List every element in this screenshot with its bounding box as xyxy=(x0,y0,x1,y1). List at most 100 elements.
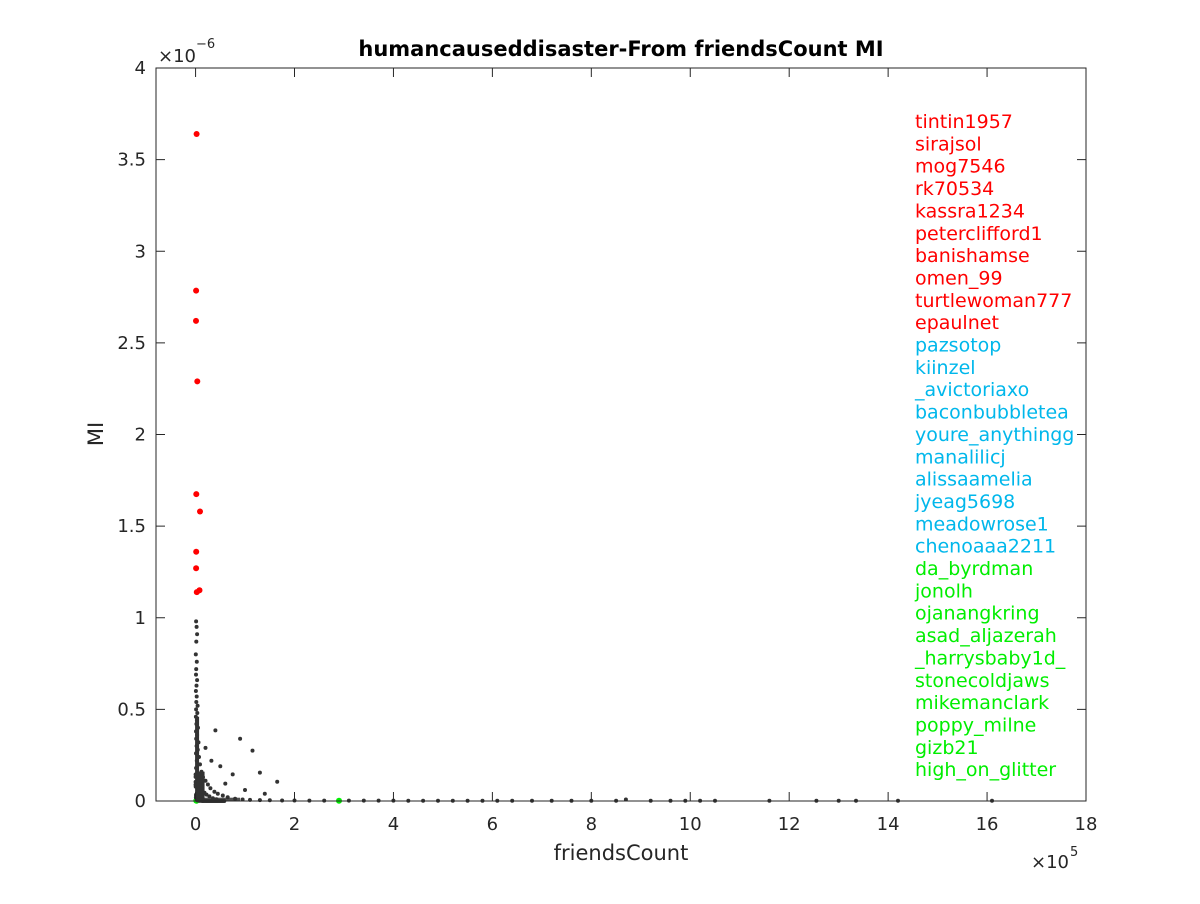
user-name-label: da_byrdman xyxy=(915,558,1033,580)
data-point-other xyxy=(195,625,199,629)
data-point-top xyxy=(194,378,200,384)
data-point-other xyxy=(268,798,272,802)
x-axis-label: friendsCount xyxy=(554,841,689,865)
data-point-other xyxy=(216,792,220,796)
y-tick-label: 0.5 xyxy=(117,699,146,720)
y-exponent-power: −6 xyxy=(196,37,215,52)
user-name-label: tintin1957 xyxy=(915,111,1013,133)
user-name-label: sirajsol xyxy=(915,133,982,155)
user-name-label: baconbubbletea xyxy=(915,402,1069,424)
user-name-label: gizb21 xyxy=(915,737,979,759)
user-name-label: kiinzel xyxy=(915,357,976,379)
data-point-other xyxy=(195,660,199,664)
user-name-label: mikemanclark xyxy=(915,692,1049,714)
data-point-other xyxy=(258,771,262,775)
user-name-label: turtlewoman777 xyxy=(915,290,1072,312)
user-name-label: youre_anythingg xyxy=(915,424,1074,446)
data-point-top xyxy=(193,288,199,294)
data-point-other xyxy=(209,759,213,763)
x-tick-label: 12 xyxy=(778,814,801,835)
data-point-other xyxy=(194,689,198,693)
user-name-label: poppy_milne xyxy=(915,715,1036,737)
data-point-other xyxy=(195,632,199,636)
user-name-label: banishamse xyxy=(915,245,1030,267)
chart-title: humancauseddisaster-From friendsCount MI xyxy=(358,37,883,61)
user-name-label: pazsotop xyxy=(915,335,1001,357)
user-name-label: asad_aljazerah xyxy=(915,625,1057,647)
data-point-other xyxy=(194,673,198,677)
data-point-top xyxy=(193,549,199,555)
x-exponent-label: ×10 xyxy=(1031,852,1069,873)
data-point-other xyxy=(194,640,198,644)
y-tick-label: 1.5 xyxy=(117,516,146,537)
data-point-top xyxy=(193,565,199,571)
data-point-other xyxy=(212,790,216,794)
x-tick-label: 8 xyxy=(586,814,597,835)
y-tick-label: 3 xyxy=(135,241,146,262)
user-name-label: high_on_glitter xyxy=(915,759,1056,781)
x-tick-label: 6 xyxy=(487,814,498,835)
data-point-other xyxy=(195,711,199,715)
user-name-label: kassra1234 xyxy=(915,200,1025,222)
data-point-other xyxy=(194,667,198,671)
x-tick-label: 4 xyxy=(388,814,399,835)
data-point-other xyxy=(208,786,212,790)
data-point-other xyxy=(263,792,267,796)
x-tick-label: 14 xyxy=(877,814,900,835)
y-tick-label: 2.5 xyxy=(117,333,146,354)
data-point-top xyxy=(193,318,199,324)
data-point-other xyxy=(194,652,198,656)
y-tick-label: 4 xyxy=(135,58,146,79)
y-tick-label: 0 xyxy=(135,791,146,812)
data-point-other xyxy=(218,764,222,768)
x-tick-label: 0 xyxy=(190,814,201,835)
data-point-column xyxy=(197,772,205,801)
user-name-label: mog7546 xyxy=(915,156,1006,178)
data-point-other xyxy=(195,678,199,682)
data-point-other xyxy=(194,707,198,711)
data-point-top xyxy=(194,589,200,595)
x-tick-label: 16 xyxy=(976,814,999,835)
user-name-label: jonolh xyxy=(914,580,973,602)
user-name-label: epaulnet xyxy=(915,312,999,334)
user-name-label: jyeag5698 xyxy=(914,491,1015,513)
user-name-label: _avictoriaxo xyxy=(914,379,1029,401)
data-point-other xyxy=(195,695,199,699)
y-tick-label: 1 xyxy=(135,608,146,629)
user-name-label: stonecoldjaws xyxy=(915,670,1049,692)
data-point-other xyxy=(206,783,210,787)
x-tick-label: 2 xyxy=(289,814,300,835)
data-point-top xyxy=(193,491,199,497)
y-tick-label: 3.5 xyxy=(117,150,146,171)
data-point-other xyxy=(195,684,199,688)
data-point-other xyxy=(231,772,235,776)
user-name-label: meadowrose1 xyxy=(915,513,1049,535)
data-point-other xyxy=(251,749,255,753)
y-axis-label: MI xyxy=(84,422,108,446)
data-point-other xyxy=(243,788,247,792)
x-tick-label: 10 xyxy=(679,814,702,835)
user-name-label: _harrysbaby1d_ xyxy=(914,647,1066,669)
data-point-other xyxy=(204,746,208,750)
user-name-label: ojanangkring xyxy=(915,603,1040,625)
data-point-other xyxy=(221,794,225,798)
data-point-top xyxy=(194,131,200,137)
y-exponent-label: ×10 xyxy=(158,46,196,67)
data-point-other xyxy=(223,782,227,786)
data-point-other xyxy=(194,619,198,623)
data-point-other xyxy=(238,737,242,741)
data-point-top xyxy=(197,509,203,515)
user-name-label: manalilicj xyxy=(915,446,1006,468)
user-name-label: rk70534 xyxy=(915,178,994,200)
user-name-label: omen_99 xyxy=(915,268,1003,290)
user-name-label: peterclifford1 xyxy=(915,223,1043,245)
y-tick-label: 2 xyxy=(135,425,146,446)
data-point-other xyxy=(196,704,200,708)
data-point-other xyxy=(275,780,279,784)
x-exponent-power: 5 xyxy=(1070,845,1078,860)
data-point-other xyxy=(194,700,198,704)
user-name-label: alissaamelia xyxy=(915,469,1033,491)
user-name-label: chenoaaa2211 xyxy=(915,536,1056,558)
data-point-other xyxy=(213,728,217,732)
